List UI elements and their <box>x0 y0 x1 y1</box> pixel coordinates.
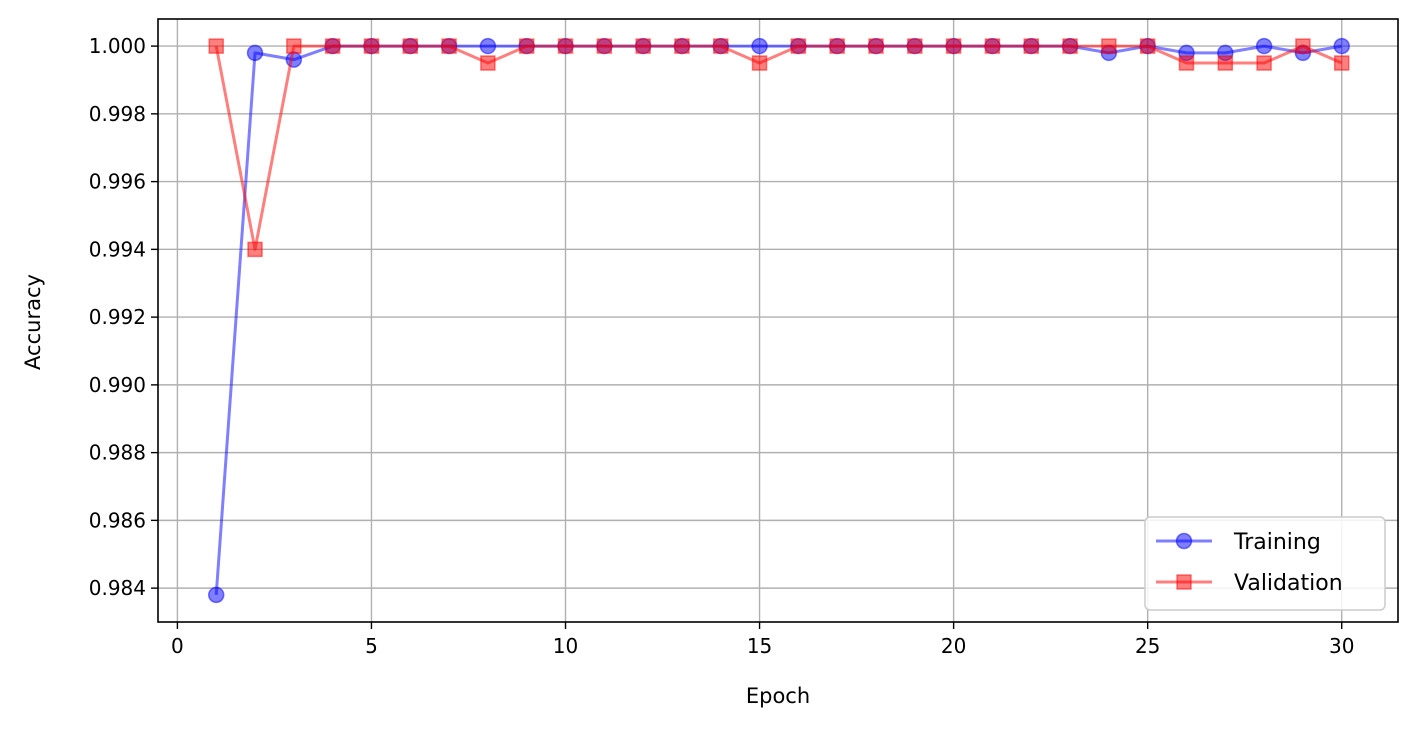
data-point-validation <box>324 38 341 54</box>
y-tick-label: 0.998 <box>89 102 146 126</box>
y-tick-label: 0.986 <box>89 508 146 532</box>
y-tick-label: 0.996 <box>89 170 146 194</box>
x-tick-label: 25 <box>1135 634 1160 658</box>
data-point-validation <box>635 38 651 54</box>
data-point-validation <box>674 38 690 54</box>
data-point-validation <box>984 38 1001 54</box>
data-point-validation <box>945 38 962 54</box>
series-layer <box>207 37 1350 604</box>
data-point-validation <box>557 38 574 54</box>
y-tick-label: 0.992 <box>89 305 146 329</box>
grid <box>158 19 1398 622</box>
plot-frame <box>157 18 1399 623</box>
data-point-training <box>285 51 303 68</box>
data-point-validation <box>868 38 884 54</box>
data-point-validation <box>208 38 224 54</box>
data-point-validation <box>1256 55 1272 71</box>
x-tick-label: 15 <box>747 634 772 658</box>
x-tick-label: 5 <box>365 634 378 658</box>
x-tick-label: 20 <box>941 634 966 658</box>
data-point-validation <box>1101 38 1117 54</box>
data-point-validation <box>829 38 845 54</box>
legend-label-training: Training <box>1233 530 1321 555</box>
y-axis-ticks: 0.984 0.986 0.988 0.990 0.992 0.994 0.996 0.998… <box>89 34 158 600</box>
data-point-training <box>207 586 225 604</box>
data-point-validation <box>751 55 768 71</box>
x-axis-label: Epoch <box>746 684 810 708</box>
data-point-validation <box>1178 55 1195 71</box>
data-point-training <box>246 44 264 62</box>
series-validation <box>208 38 1350 258</box>
data-point-validation <box>1295 38 1311 54</box>
legend: Training Validation <box>1144 516 1386 611</box>
data-point-validation <box>907 38 923 54</box>
y-tick-label: 0.990 <box>89 373 146 397</box>
data-point-validation <box>790 38 807 54</box>
x-axis-ticks: 0 5 10 15 20 25 30 <box>171 622 1354 658</box>
y-tick-label: 1.000 <box>89 34 146 58</box>
data-point-validation <box>480 55 496 71</box>
y-tick-label: 0.988 <box>89 441 146 465</box>
data-point-training <box>1333 37 1350 55</box>
x-tick-label: 0 <box>171 634 184 658</box>
legend-marker-training <box>1175 532 1193 550</box>
data-point-validation <box>363 38 380 54</box>
data-point-training <box>751 37 768 55</box>
data-point-validation <box>247 241 263 258</box>
data-point-validation <box>1333 55 1350 71</box>
data-point-validation <box>1217 55 1234 71</box>
x-tick-label: 10 <box>553 634 578 658</box>
series-line-validation <box>214 44 1343 251</box>
data-point-validation <box>518 38 535 54</box>
data-point-training <box>1255 37 1273 55</box>
y-axis-label: Accuracy <box>21 274 45 370</box>
data-point-validation <box>1139 38 1156 54</box>
data-point-validation <box>713 38 729 54</box>
x-tick-label: 30 <box>1329 634 1354 658</box>
data-point-training <box>479 37 497 55</box>
legend-label-validation: Validation <box>1234 571 1343 596</box>
data-point-validation <box>286 38 302 54</box>
legend-marker-validation <box>1176 574 1192 590</box>
series-line-training <box>214 44 1342 596</box>
y-tick-label: 0.984 <box>89 576 146 600</box>
data-point-validation <box>441 38 457 54</box>
y-tick-label: 0.994 <box>89 237 146 261</box>
data-point-validation <box>1062 38 1078 54</box>
data-point-validation <box>1023 38 1039 54</box>
data-point-validation <box>596 38 613 54</box>
data-point-validation <box>402 38 419 54</box>
